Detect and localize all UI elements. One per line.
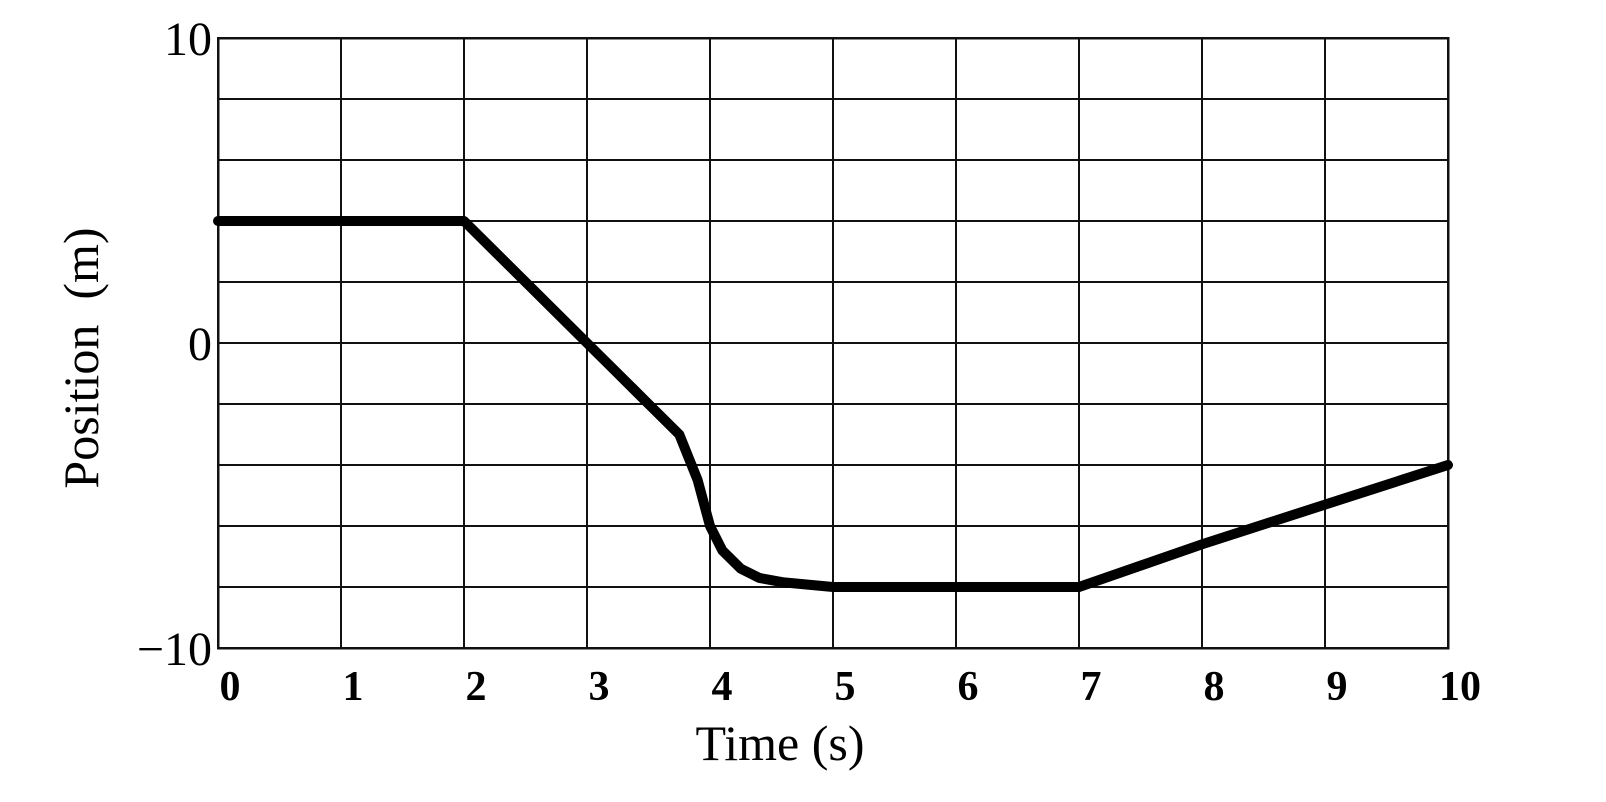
x-tick-label: 1: [343, 664, 364, 710]
y-axis-title: Position (m): [53, 227, 109, 488]
x-tick-label: 9: [1327, 664, 1348, 710]
x-tick-label: 2: [466, 664, 487, 710]
x-tick-label: 4: [712, 664, 733, 710]
series-group: [213, 216, 1453, 592]
x-tick-label: 10: [1439, 664, 1481, 710]
x-tick-label: 5: [835, 664, 856, 710]
x-tick-label: 8: [1204, 664, 1225, 710]
x-tick-label: 3: [589, 664, 610, 710]
x-axis-title: Time (s): [695, 715, 864, 771]
grid: [217, 37, 1449, 649]
x-tick-label: 0: [220, 664, 241, 710]
x-tick-labels: 0 1 2 3 4 5 6 7 8 9 10: [220, 664, 1482, 710]
x-tick-label: 6: [958, 664, 979, 710]
y-tick-label: 10: [164, 13, 212, 66]
position-series-line: [213, 216, 1453, 592]
y-tick-labels: 10 0 −10: [137, 13, 212, 676]
y-tick-label: 0: [188, 318, 212, 371]
plot-area-border: [216, 36, 1450, 650]
y-tick-label: −10: [137, 623, 212, 676]
x-tick-label: 7: [1081, 664, 1102, 710]
